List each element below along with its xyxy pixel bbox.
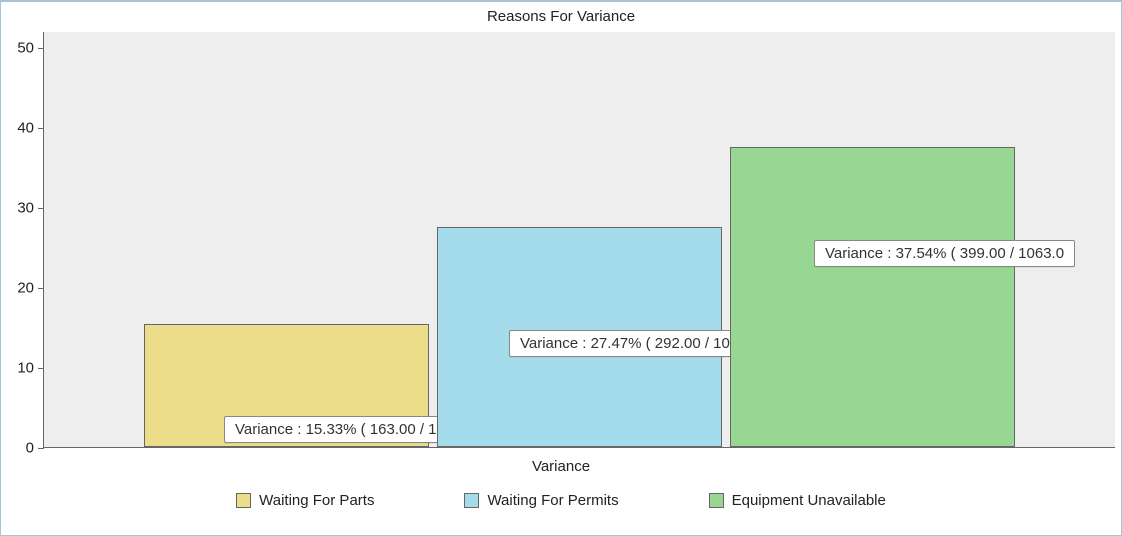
y-tick [38,448,44,449]
y-tick [38,128,44,129]
legend-item-waiting-for-parts[interactable]: Waiting For Parts [236,492,374,509]
chart-container: Reasons For Variance 01020304050Variance… [0,0,1122,536]
y-tick [38,288,44,289]
y-tick-label: 50 [4,40,34,57]
y-tick-label: 10 [4,360,34,377]
legend-label: Waiting For Parts [259,492,374,509]
bar-equipment-unavailable[interactable] [730,147,1015,447]
legend: Waiting For Parts Waiting For Permits Equi… [1,492,1121,509]
legend-label: Equipment Unavailable [732,492,886,509]
y-tick [38,368,44,369]
plot-area: 01020304050Variance : 15.33% ( 163.00 / … [43,32,1115,448]
legend-item-equipment-unavailable[interactable]: Equipment Unavailable [709,492,886,509]
legend-swatch [236,493,251,508]
legend-swatch [709,493,724,508]
legend-swatch [464,493,479,508]
chart-title: Reasons For Variance [1,8,1121,25]
x-axis-label: Variance [1,458,1121,475]
legend-item-waiting-for-permits[interactable]: Waiting For Permits [464,492,618,509]
y-tick-label: 40 [4,120,34,137]
y-tick-label: 30 [4,200,34,217]
y-tick-label: 0 [4,440,34,457]
legend-label: Waiting For Permits [487,492,618,509]
y-tick [38,48,44,49]
y-tick [38,208,44,209]
tooltip-equipment-unavailable: Variance : 37.54% ( 399.00 / 1063.0 [814,240,1075,267]
y-tick-label: 20 [4,280,34,297]
